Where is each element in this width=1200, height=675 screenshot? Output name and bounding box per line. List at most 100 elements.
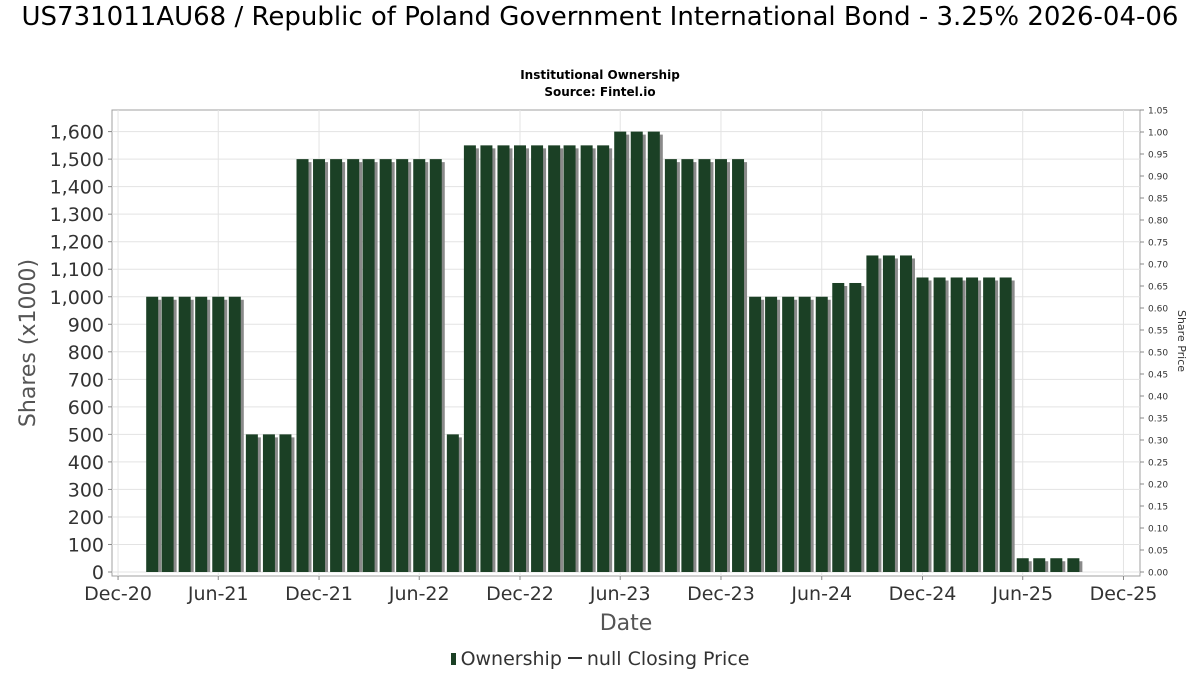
legend: Ownership null Closing Price	[0, 648, 1200, 670]
y2-tick-label: 0.15	[1148, 503, 1168, 513]
y-tick-label: 800	[68, 342, 104, 364]
x-tick-label: Jun-25	[991, 583, 1053, 605]
y-tick-label: 300	[68, 479, 104, 501]
ownership-bar	[647, 131, 660, 572]
y2-tick-label: 0.45	[1148, 371, 1168, 381]
y2-tick-label: 0.75	[1148, 239, 1168, 249]
ownership-bar	[347, 159, 360, 572]
y2-tick-label: 0.85	[1148, 195, 1168, 205]
legend-ownership-label: Ownership	[460, 648, 562, 670]
chart-subtitle: Institutional Ownership	[520, 68, 680, 82]
x-tick-label: Dec-23	[687, 583, 755, 605]
x-tick-label: Jun-22	[388, 583, 450, 605]
y2-tick-label: 0.55	[1148, 327, 1168, 337]
x-tick-label: Jun-21	[187, 583, 249, 605]
y-tick-label: 200	[68, 507, 104, 529]
ownership-bar	[379, 159, 392, 572]
ownership-bar	[714, 159, 727, 572]
ownership-bar	[497, 145, 510, 573]
y-tick-label: 1,100	[50, 259, 104, 281]
ownership-bar	[178, 296, 191, 572]
ownership-bar	[916, 277, 929, 572]
x-tick-label: Dec-24	[889, 583, 957, 605]
ownership-bar	[933, 277, 946, 572]
y-tick-label: 500	[68, 424, 104, 446]
y2-tick-label: 0.90	[1148, 173, 1168, 183]
ownership-bar	[313, 159, 326, 572]
ownership-bar	[681, 159, 694, 572]
y-axis-left: 0 100 200 300 400 500 600 700 800 900 1,000 1,100 1,…	[50, 122, 112, 584]
y-tick-label: 1,300	[50, 204, 104, 226]
ownership-bars	[146, 131, 1083, 573]
ownership-bar	[749, 296, 762, 572]
legend-closing-price-swatch	[567, 657, 582, 659]
ownership-bar	[882, 255, 895, 572]
ownership-bar	[245, 434, 258, 572]
y-tick-label: 900	[68, 314, 104, 336]
ownership-bar	[849, 282, 862, 572]
ownership-bar	[597, 145, 610, 573]
legend-closing-price-label: null Closing Price	[586, 648, 750, 670]
ownership-bar	[548, 145, 561, 573]
ownership-bar	[765, 296, 778, 572]
x-tick-label: Dec-20	[84, 583, 152, 605]
y-tick-label: 600	[68, 397, 104, 419]
x-tick-label: Jun-23	[589, 583, 651, 605]
ownership-bar	[866, 255, 879, 572]
ownership-bar	[362, 159, 375, 572]
x-tick-label: Jun-24	[790, 583, 852, 605]
ownership-bar	[262, 434, 275, 572]
y2-tick-label: 0.95	[1148, 151, 1168, 161]
ownership-bar	[463, 145, 476, 573]
y-tick-label: 0	[92, 562, 104, 584]
y2-axis-label: Share Price	[1175, 310, 1188, 372]
ownership-bar	[1033, 558, 1046, 572]
ownership-bar	[195, 296, 208, 572]
y-tick-label: 1,400	[50, 177, 104, 199]
chart-title: US731011AU68 / Republic of Poland Govern…	[21, 2, 1179, 32]
y-tick-label: 700	[68, 369, 104, 391]
y-tick-label: 400	[68, 452, 104, 474]
ownership-bar	[1016, 558, 1029, 572]
ownership-bar	[413, 159, 426, 572]
ownership-bar	[815, 296, 828, 572]
ownership-bar	[212, 296, 225, 572]
ownership-bar	[446, 434, 459, 572]
ownership-bar	[531, 145, 544, 573]
ownership-bar	[563, 145, 576, 573]
ownership-bar	[782, 296, 795, 572]
y2-tick-label: 0.20	[1148, 481, 1168, 491]
y-tick-label: 1,500	[50, 149, 104, 171]
y2-tick-label: 1.00	[1148, 129, 1168, 139]
ownership-bar	[480, 145, 493, 573]
x-axis-label: Date	[600, 611, 653, 636]
ownership-bar	[396, 159, 409, 572]
ownership-bar	[664, 159, 677, 572]
y-tick-label: 1,200	[50, 232, 104, 254]
legend-ownership-swatch	[450, 653, 456, 665]
ownership-bar	[228, 296, 241, 572]
ownership-bar	[798, 296, 811, 572]
y2-tick-label: 0.50	[1148, 349, 1168, 359]
x-tick-label: Dec-21	[285, 583, 353, 605]
y2-tick-label: 0.05	[1148, 547, 1168, 557]
y2-tick-label: 1.05	[1148, 107, 1168, 117]
y2-tick-label: 0.35	[1148, 415, 1168, 425]
ownership-bar	[1050, 558, 1063, 572]
ownership-bar	[732, 159, 745, 572]
y-tick-label: 1,600	[50, 122, 104, 144]
ownership-bar	[146, 296, 159, 572]
y-axis-label: Shares (x1000)	[16, 259, 41, 427]
ownership-bar	[832, 282, 845, 572]
y2-tick-label: 0.40	[1148, 393, 1168, 403]
ownership-bar	[330, 159, 343, 572]
y2-tick-label: 0.25	[1148, 459, 1168, 469]
y-tick-label: 1,000	[50, 287, 104, 309]
ownership-bar	[698, 159, 711, 572]
y2-tick-label: 0.00	[1148, 569, 1168, 579]
y2-tick-label: 0.60	[1148, 305, 1168, 315]
y2-tick-label: 0.80	[1148, 217, 1168, 227]
ownership-bar	[296, 159, 309, 572]
ownership-bar	[429, 159, 442, 572]
